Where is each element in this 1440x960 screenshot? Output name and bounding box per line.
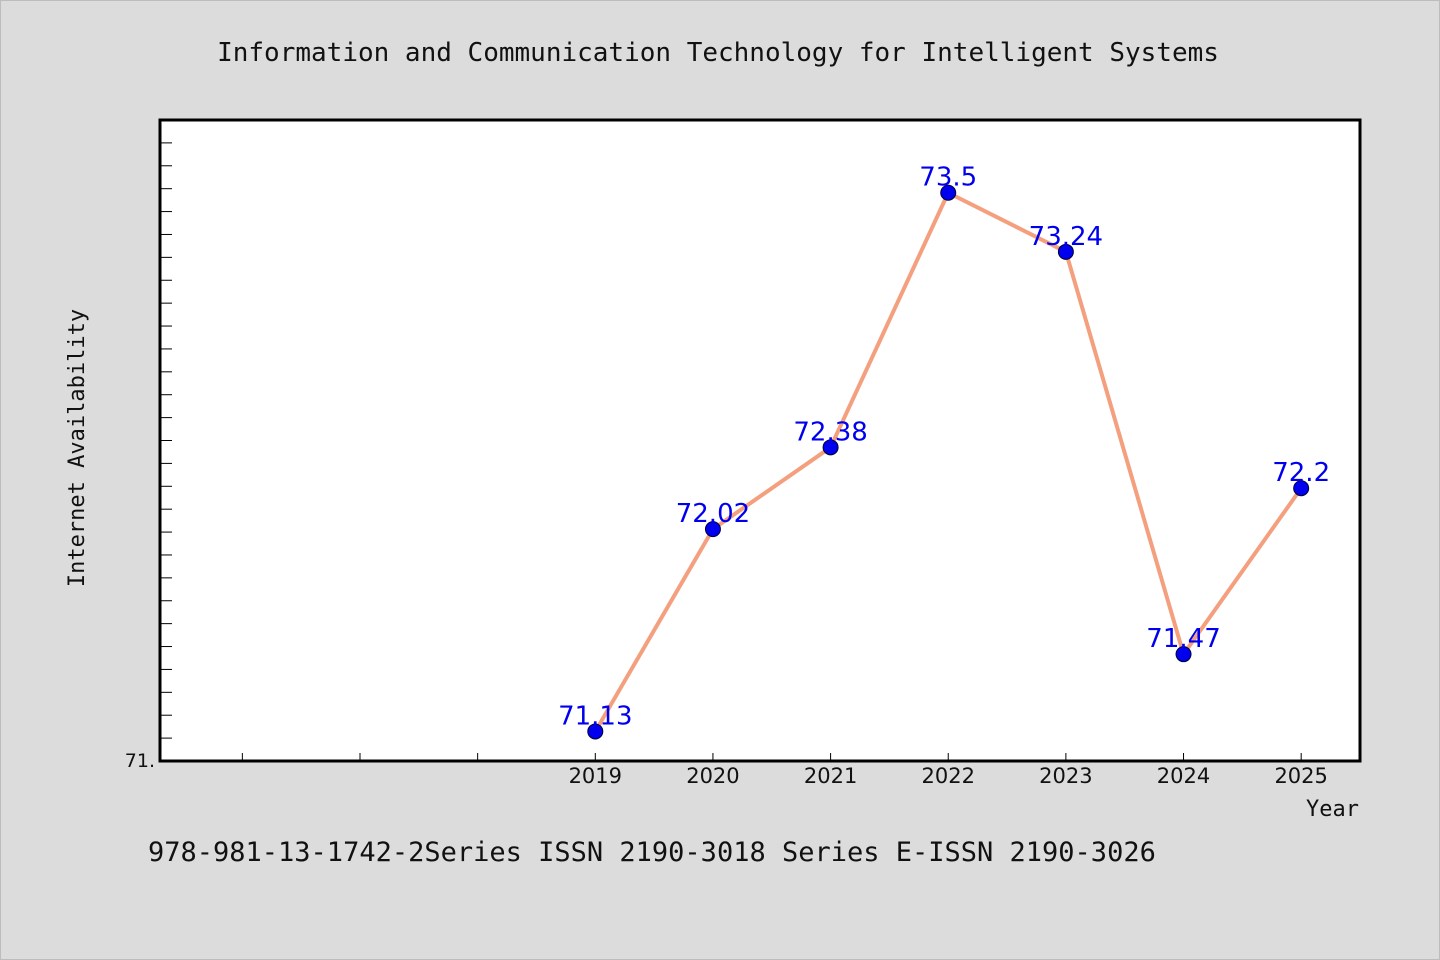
y-axis-label: Internet Availability	[65, 309, 90, 587]
data-label: 73.5	[919, 163, 977, 193]
data-point	[940, 184, 957, 201]
x-tick-label: 2020	[686, 764, 739, 788]
data-label: 72.38	[793, 417, 867, 447]
data-point	[822, 439, 839, 456]
data-point	[1293, 480, 1310, 497]
series-layer	[587, 184, 1310, 740]
chart-title: Information and Communication Technology…	[217, 38, 1219, 68]
y-axis-ticks	[160, 142, 172, 739]
x-tick-label: 2022	[922, 764, 975, 788]
plot-area	[158, 118, 1362, 763]
data-point	[1057, 243, 1074, 260]
x-tick-label: 2023	[1039, 764, 1092, 788]
data-label-layer: 71.13 72.02 72.38 73.5 73.24 71.47 72.2	[558, 163, 1330, 732]
data-point	[1175, 646, 1192, 663]
x-tick-label: 2024	[1157, 764, 1210, 788]
footer-text: 978-981-13-1742-2Series ISSN 2190-3018 S…	[148, 837, 1156, 868]
data-point	[704, 521, 721, 538]
x-tick-label: 2021	[804, 764, 857, 788]
data-label: 72.2	[1272, 458, 1330, 488]
x-tick-label: 2019	[569, 764, 622, 788]
x-axis-label: Year	[1306, 797, 1359, 822]
x-axis-ticks: 2019 2020 2021 2022 2023 2024 2025	[241, 753, 1328, 788]
data-point	[587, 723, 604, 740]
data-label: 71.13	[558, 701, 632, 731]
data-label: 72.02	[676, 499, 750, 529]
data-label: 71.47	[1146, 624, 1220, 654]
data-label: 73.24	[1029, 222, 1103, 252]
y-tick-label: 71.	[125, 750, 155, 772]
x-tick-label: 2025	[1274, 764, 1327, 788]
